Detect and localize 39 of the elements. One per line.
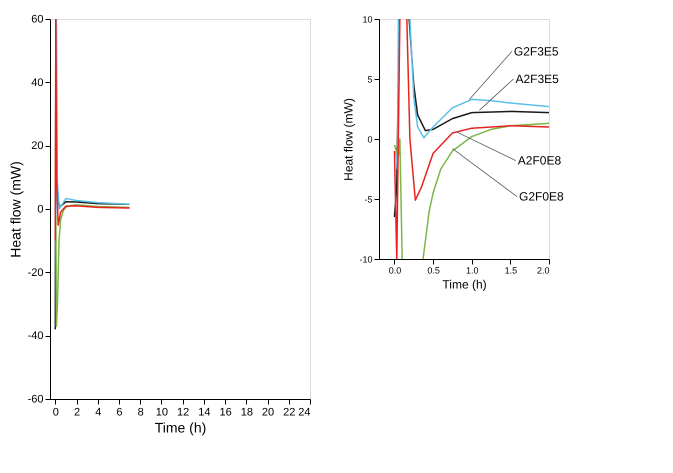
y-tick-label: 20	[31, 140, 44, 152]
x-tick-label: 18	[240, 406, 253, 418]
y-tick-label: 10	[362, 14, 372, 24]
y-tick-label: 0	[367, 134, 372, 144]
y-axis-title: Heat flow (mW)	[341, 98, 356, 181]
y-tick-label: 5	[367, 74, 372, 84]
y-tick-label: 0	[37, 204, 44, 216]
x-tick-label: 8	[138, 406, 144, 418]
y-tick-label: -5	[364, 194, 372, 204]
x-tick-label: 0	[52, 406, 59, 418]
x-tick-label: 1.5	[504, 266, 518, 276]
x-axis-title: Time (h)	[442, 278, 487, 292]
x-tick-label: 22	[283, 406, 296, 418]
x-tick-label: 2	[74, 406, 80, 418]
x-tick-label: 1.0	[466, 266, 478, 276]
x-tick-label: 0.5	[427, 266, 440, 276]
x-tick-label: 24	[298, 406, 310, 418]
y-tick-label: -40	[28, 330, 44, 342]
annotation: A2F0E8	[518, 154, 562, 168]
x-tick-label: 14	[198, 406, 211, 418]
x-tick-label: 4	[95, 406, 102, 418]
y-tick-label: 60	[31, 14, 44, 26]
x-tick-label: 20	[262, 406, 274, 418]
y-axis-title: Heat flow (mW)	[8, 161, 24, 258]
y-tick-label: -60	[28, 394, 44, 406]
annotation: G2F0E8	[519, 190, 564, 204]
y-tick-label: 40	[31, 76, 44, 89]
annotation: A2F3E5	[515, 72, 560, 86]
x-axis-title: Time (h)	[154, 420, 206, 436]
x-tick-label: 10	[156, 406, 168, 418]
x-tick-label: 6	[116, 406, 123, 418]
annotation: G2F3E5	[514, 44, 559, 58]
line-series	[55, 204, 130, 327]
y-tick-label: -20	[28, 266, 44, 279]
x-tick-label: 12	[177, 406, 190, 418]
y-tick-label: -10	[359, 254, 372, 264]
x-tick-label: 16	[219, 406, 232, 418]
x-tick-label: 0.0	[388, 266, 402, 276]
x-tick-label: 2.0	[536, 266, 550, 276]
